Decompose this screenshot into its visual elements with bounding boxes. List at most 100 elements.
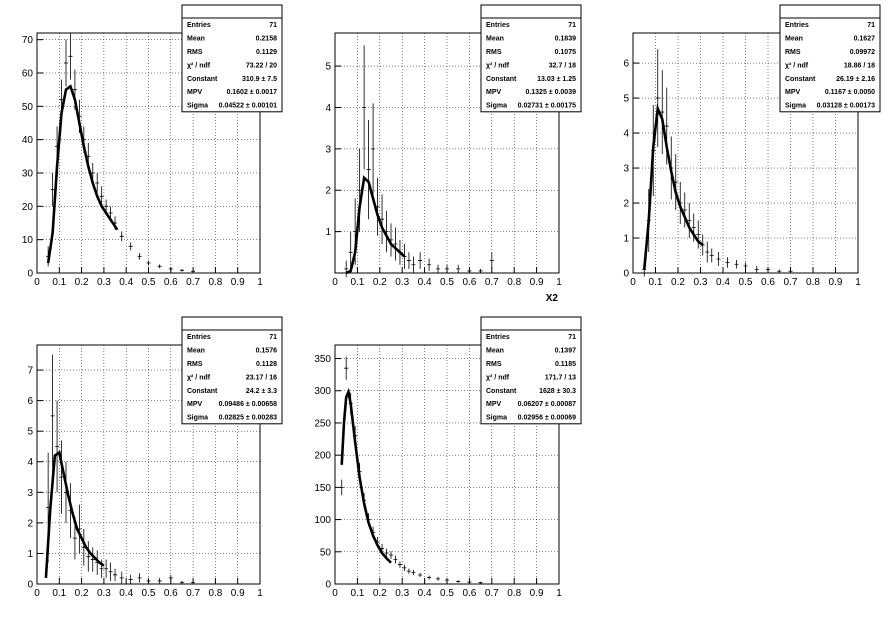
- stats-value: 0.1129: [256, 49, 277, 56]
- x-tick-label: 0.8: [507, 277, 521, 288]
- stats-label: χ² / ndf: [187, 62, 211, 69]
- x-tick-label: 0.6: [164, 277, 178, 288]
- stats-label: RMS: [187, 49, 203, 56]
- y-tick-label: 5: [27, 427, 33, 438]
- error-bar: [725, 257, 730, 268]
- stats-value: 0.09972: [850, 49, 875, 56]
- pad: 0 0.1 0.2 0.3 0.4 0.5 0.6 0.7 0.8 0.9 1 1 2 3 4 5 X2 Entr…: [325, 4, 582, 304]
- error-bar: [777, 269, 782, 273]
- stats-label: RMS: [187, 361, 203, 368]
- stats-value: 71: [867, 22, 875, 29]
- stats-value: 32.7 / 18: [549, 62, 576, 69]
- error-bar: [411, 256, 416, 273]
- x-tick-label: 0: [34, 277, 40, 288]
- x-tick-label: 0.4: [716, 277, 730, 288]
- y-tick-label: 20: [22, 202, 34, 213]
- y-tick-label: 4: [27, 457, 33, 468]
- error-bar: [366, 119, 371, 220]
- x-tick-label: 0.1: [350, 277, 364, 288]
- x-tick-label: 0.2: [75, 588, 89, 599]
- error-bar: [371, 103, 376, 195]
- error-bar: [696, 220, 701, 249]
- x-tick-label: 0.9: [231, 588, 245, 599]
- error-bar: [50, 354, 55, 478]
- x-tick-label: 1: [855, 277, 861, 288]
- stats-value: 0.1185: [555, 361, 576, 368]
- stats-label: Constant: [486, 76, 517, 83]
- stats-label: MPV: [486, 401, 502, 408]
- x-tick-label: 0.6: [462, 277, 476, 288]
- x-axis-label: X2: [546, 293, 559, 304]
- y-tick-label: 250: [314, 418, 331, 429]
- stats-box: [181, 4, 283, 113]
- error-bar: [157, 264, 162, 269]
- x-tick-label: 0.5: [739, 277, 753, 288]
- error-bar: [427, 258, 432, 271]
- y-tick-label: 1: [623, 234, 629, 245]
- y-tick-label: 5: [623, 94, 629, 105]
- stats-value: 0.1075: [555, 49, 577, 56]
- x-tick-label: 0.1: [649, 277, 663, 288]
- x-tick-label: 0.9: [530, 588, 544, 599]
- stats-box: [480, 316, 582, 425]
- stats-label: Mean: [486, 36, 504, 43]
- error-bar: [137, 573, 142, 583]
- error-bar: [389, 551, 393, 559]
- error-bar: [655, 49, 660, 148]
- stats-value: 0.02956 ± 0.00069: [518, 415, 576, 422]
- pad: 0 0.1 0.2 0.3 0.4 0.5 0.6 0.7 0.8 0.9 1 0 1 2 3 4 5 6 Entr…: [623, 4, 881, 288]
- x-tick-label: 0.4: [418, 588, 432, 599]
- error-bar: [709, 248, 714, 263]
- stats-value: 13.03 ± 1.25: [537, 76, 576, 83]
- stats-value: 71: [568, 22, 576, 29]
- x-tick-label: 0.9: [231, 277, 245, 288]
- error-bar: [682, 192, 687, 228]
- error-bar: [128, 574, 133, 584]
- stats-value: 73.22 / 20: [246, 62, 277, 69]
- stats-value: 0.1325 ± 0.0039: [525, 89, 576, 96]
- error-bar: [467, 580, 472, 584]
- stats-value: 24.2 ± 3.3: [246, 388, 277, 395]
- error-bar: [436, 264, 441, 273]
- x-tick-label: 0.7: [186, 277, 200, 288]
- x-tick-label: 0.1: [52, 277, 66, 288]
- stats-label: χ² / ndf: [187, 374, 211, 381]
- x-tick-label: 0.5: [142, 277, 156, 288]
- error-bar: [86, 541, 91, 572]
- error-bar: [788, 269, 793, 273]
- stats-label: Mean: [187, 36, 205, 43]
- error-bar: [436, 576, 441, 581]
- x-tick-label: 0: [332, 588, 338, 599]
- error-bar: [179, 580, 184, 584]
- stats-label: Mean: [785, 36, 803, 43]
- x-tick-label: 0.6: [164, 588, 178, 599]
- error-bar: [411, 569, 416, 575]
- x-tick-label: 0.9: [530, 277, 544, 288]
- x-tick-label: 0.2: [373, 277, 387, 288]
- fit-curve: [46, 84, 119, 264]
- error-bar: [716, 252, 721, 267]
- stats-label: Entries: [785, 22, 809, 29]
- x-tick-label: 0.2: [671, 277, 685, 288]
- fit-curve: [44, 450, 105, 578]
- stats-label: Entries: [486, 334, 510, 341]
- x-tick-label: 0.5: [440, 588, 454, 599]
- y-tick-label: 50: [22, 102, 34, 113]
- x-tick-label: 0.5: [440, 277, 454, 288]
- error-bar: [59, 440, 64, 514]
- error-bar: [63, 39, 68, 87]
- error-bar: [113, 568, 118, 581]
- stats-value: 0.03128 ± 0.00173: [817, 103, 875, 110]
- y-tick-label: 200: [314, 451, 331, 462]
- x-tick-label: 0.3: [694, 277, 708, 288]
- y-tick-label: 6: [623, 59, 629, 70]
- error-bar: [119, 231, 124, 242]
- stats-value: 310.9 ± 7.5: [242, 76, 277, 83]
- pad: 0 0.1 0.2 0.3 0.4 0.5 0.6 0.7 0.8 0.9 1 0 1 2 3 4 5 6 7 Ent…: [27, 316, 283, 599]
- error-bar: [705, 241, 710, 263]
- stats-value: 26.19 ± 2.16: [836, 76, 875, 83]
- x-tick-label: 0.1: [350, 588, 364, 599]
- error-bar: [418, 252, 423, 269]
- stats-value: 0.09486 ± 0.00658: [219, 401, 277, 408]
